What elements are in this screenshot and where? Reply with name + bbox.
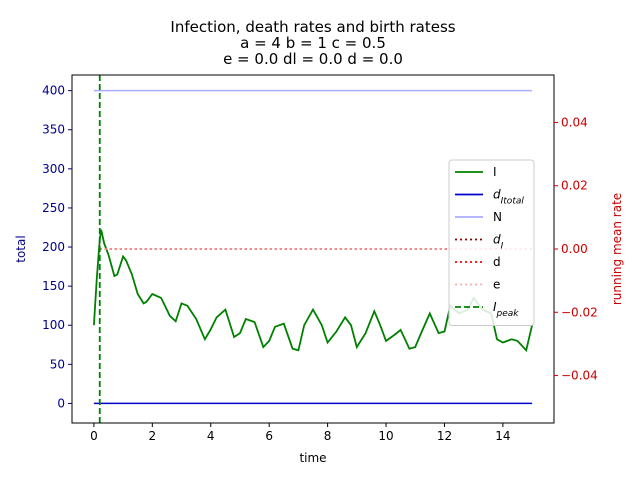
y-left-tick-label: 150 (42, 279, 65, 293)
chart-title-line: e = 0.0 dl = 0.0 d = 0.0 (223, 50, 403, 68)
legend-label: N (493, 210, 502, 224)
chart-title-line: a = 4 b = 1 c = 0.5 (240, 34, 386, 52)
axes: 0 2 4 6 8 10 12 14 0 50 100 150 200 250 300 350 400 −0.04… (14, 74, 624, 465)
y-left-tick-label: 200 (42, 240, 65, 254)
legend-label: I (493, 165, 497, 179)
y-right-tick-label: 0.00 (561, 242, 588, 256)
legend-label-subscript: peak (496, 309, 520, 319)
chart-title: Infection, death rates and birth ratessa… (170, 18, 455, 68)
y-left-tick-label: 50 (50, 357, 65, 371)
x-tick-label: 4 (207, 429, 215, 443)
y-left-tick-label: 100 (42, 318, 65, 332)
y-left-tick-label: 400 (42, 84, 65, 98)
y-left-axis-label: total (14, 235, 28, 262)
y-right-tick-label: 0.02 (561, 179, 588, 193)
legend-label: d (493, 255, 501, 269)
legend-label: dI (493, 233, 504, 252)
y-left-tick-label: 350 (42, 123, 65, 137)
legend-label: e (493, 278, 500, 292)
x-tick-label: 2 (149, 429, 157, 443)
y-right-tick-label: −0.04 (561, 369, 598, 383)
x-tick-label: 12 (437, 429, 452, 443)
x-tick-label: 14 (495, 429, 510, 443)
y-left-tick-label: 300 (42, 162, 65, 176)
x-axis-label: time (299, 451, 326, 465)
legend-label-subscript: Itotal (501, 197, 525, 207)
y-right-axis-label: running mean rate (610, 193, 624, 305)
legend-box (448, 159, 535, 326)
x-tick-label: 8 (324, 429, 332, 443)
x-tick-label: 0 (90, 429, 98, 443)
y-right-tick-label: 0.04 (561, 115, 588, 129)
chart-title-line: Infection, death rates and birth ratess (170, 18, 455, 36)
x-tick-label: 6 (265, 429, 273, 443)
x-tick-label: 10 (378, 429, 393, 443)
y-left-tick-label: 0 (57, 396, 65, 410)
legend-label-subscript: I (501, 242, 504, 252)
y-right-tick-label: −0.02 (561, 305, 598, 319)
y-left-tick-label: 250 (42, 201, 65, 215)
